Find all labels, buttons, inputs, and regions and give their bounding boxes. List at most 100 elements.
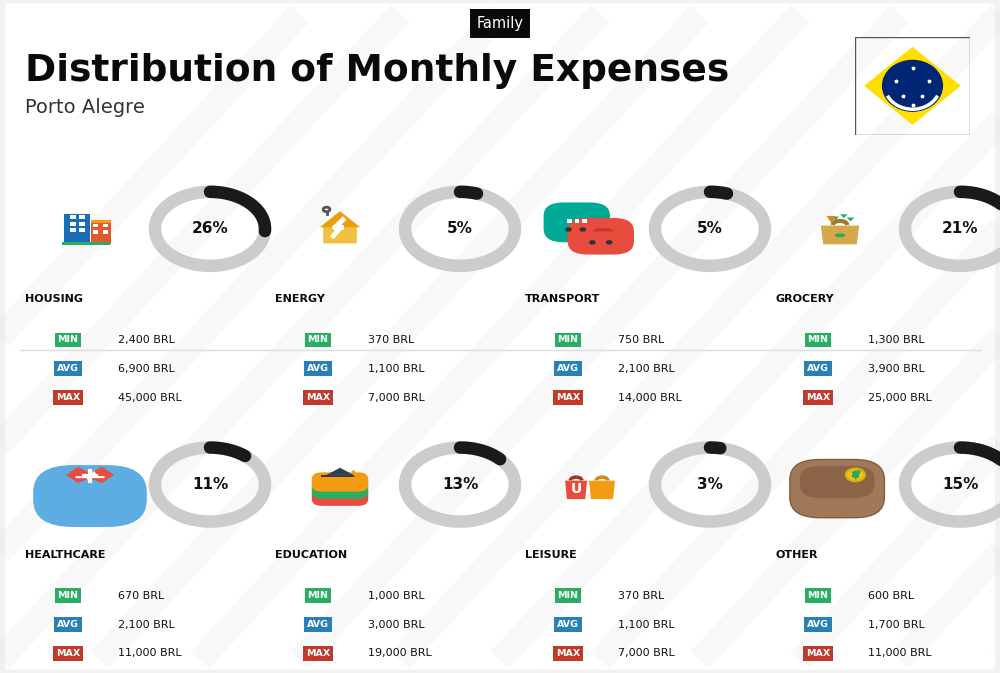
Text: MAX: MAX [806, 649, 830, 658]
Text: MIN: MIN [558, 591, 579, 600]
Text: MAX: MAX [56, 649, 80, 658]
Text: 1,000 BRL: 1,000 BRL [368, 591, 425, 600]
Polygon shape [565, 481, 587, 499]
Text: 15%: 15% [942, 477, 978, 492]
Text: AVG: AVG [807, 620, 829, 629]
Text: 370 BRL: 370 BRL [368, 335, 414, 345]
FancyBboxPatch shape [544, 203, 610, 242]
FancyBboxPatch shape [312, 479, 368, 499]
FancyBboxPatch shape [93, 224, 98, 227]
FancyBboxPatch shape [790, 460, 884, 518]
Text: AVG: AVG [807, 364, 829, 374]
Text: MIN: MIN [58, 591, 78, 600]
Ellipse shape [835, 234, 845, 237]
Text: Family: Family [477, 16, 524, 31]
FancyBboxPatch shape [91, 223, 111, 244]
FancyBboxPatch shape [312, 472, 368, 491]
Text: 3,000 BRL: 3,000 BRL [368, 620, 425, 629]
Polygon shape [847, 217, 854, 221]
Text: MIN: MIN [558, 335, 579, 345]
Text: 2,100 BRL: 2,100 BRL [618, 364, 675, 374]
Polygon shape [592, 228, 614, 232]
Polygon shape [840, 214, 848, 218]
Text: AVG: AVG [57, 620, 79, 629]
Text: AVG: AVG [557, 364, 579, 374]
Text: 2,400 BRL: 2,400 BRL [118, 335, 175, 345]
Text: 1,100 BRL: 1,100 BRL [618, 620, 675, 629]
Text: U: U [570, 483, 582, 497]
FancyBboxPatch shape [312, 487, 368, 506]
Text: MIN: MIN [808, 591, 829, 600]
Circle shape [883, 61, 942, 111]
Text: 26%: 26% [192, 221, 228, 236]
FancyBboxPatch shape [79, 215, 85, 219]
FancyBboxPatch shape [33, 465, 147, 527]
Text: MAX: MAX [306, 393, 330, 402]
Text: 3%: 3% [697, 477, 723, 492]
FancyBboxPatch shape [568, 218, 634, 254]
Text: MIN: MIN [808, 335, 829, 345]
Text: 21%: 21% [942, 221, 978, 236]
Text: EDUCATION: EDUCATION [275, 551, 347, 560]
Text: Distribution of Monthly Expenses: Distribution of Monthly Expenses [25, 52, 729, 89]
FancyBboxPatch shape [91, 220, 111, 223]
Text: 6,900 BRL: 6,900 BRL [118, 364, 175, 374]
Text: ENERGY: ENERGY [275, 295, 325, 304]
Text: 25,000 BRL: 25,000 BRL [868, 393, 932, 402]
Text: 5%: 5% [447, 221, 473, 236]
Text: AVG: AVG [307, 364, 329, 374]
Polygon shape [831, 217, 839, 221]
Text: AVG: AVG [307, 620, 329, 629]
Text: 750 BRL: 750 BRL [618, 335, 664, 345]
Text: GROCERY: GROCERY [775, 295, 834, 304]
FancyBboxPatch shape [70, 228, 76, 232]
Polygon shape [323, 214, 357, 244]
FancyBboxPatch shape [567, 219, 572, 223]
FancyBboxPatch shape [800, 466, 874, 498]
Text: MAX: MAX [806, 393, 830, 402]
Text: HOUSING: HOUSING [25, 295, 83, 304]
Text: 1,300 BRL: 1,300 BRL [868, 335, 925, 345]
Text: 45,000 BRL: 45,000 BRL [118, 393, 182, 402]
FancyBboxPatch shape [62, 242, 110, 245]
Text: HEALTHCARE: HEALTHCARE [25, 551, 106, 560]
Text: MAX: MAX [306, 649, 330, 658]
Text: AVG: AVG [557, 620, 579, 629]
FancyBboxPatch shape [5, 3, 995, 670]
FancyBboxPatch shape [103, 224, 108, 227]
FancyBboxPatch shape [79, 221, 85, 225]
Text: Porto Alegre: Porto Alegre [25, 98, 145, 117]
Text: 7,000 BRL: 7,000 BRL [618, 649, 675, 658]
Text: LEISURE: LEISURE [525, 551, 577, 560]
Text: 2,100 BRL: 2,100 BRL [118, 620, 175, 629]
Text: 1,700 BRL: 1,700 BRL [868, 620, 925, 629]
FancyBboxPatch shape [70, 221, 76, 225]
Text: MIN: MIN [308, 335, 328, 345]
Text: 13%: 13% [442, 477, 478, 492]
Polygon shape [864, 47, 961, 125]
Text: 11,000 BRL: 11,000 BRL [118, 649, 182, 658]
Text: 14,000 BRL: 14,000 BRL [618, 393, 682, 402]
Text: 11,000 BRL: 11,000 BRL [868, 649, 932, 658]
Text: TRANSPORT: TRANSPORT [525, 295, 600, 304]
Text: MIN: MIN [308, 591, 328, 600]
Text: MIN: MIN [58, 335, 78, 345]
Text: MAX: MAX [556, 393, 580, 402]
Text: 3,900 BRL: 3,900 BRL [868, 364, 925, 374]
Text: MAX: MAX [556, 649, 580, 658]
FancyBboxPatch shape [582, 219, 587, 223]
Polygon shape [589, 481, 615, 499]
Polygon shape [66, 467, 114, 483]
Text: OTHER: OTHER [775, 551, 818, 560]
FancyBboxPatch shape [93, 230, 98, 234]
FancyBboxPatch shape [103, 230, 108, 234]
Polygon shape [827, 216, 836, 223]
Text: $: $ [851, 470, 859, 480]
Polygon shape [320, 211, 360, 227]
Circle shape [846, 468, 865, 481]
Text: 11%: 11% [192, 477, 228, 492]
FancyBboxPatch shape [79, 228, 85, 232]
Text: 7,000 BRL: 7,000 BRL [368, 393, 425, 402]
Text: 5%: 5% [697, 221, 723, 236]
Circle shape [589, 240, 596, 245]
